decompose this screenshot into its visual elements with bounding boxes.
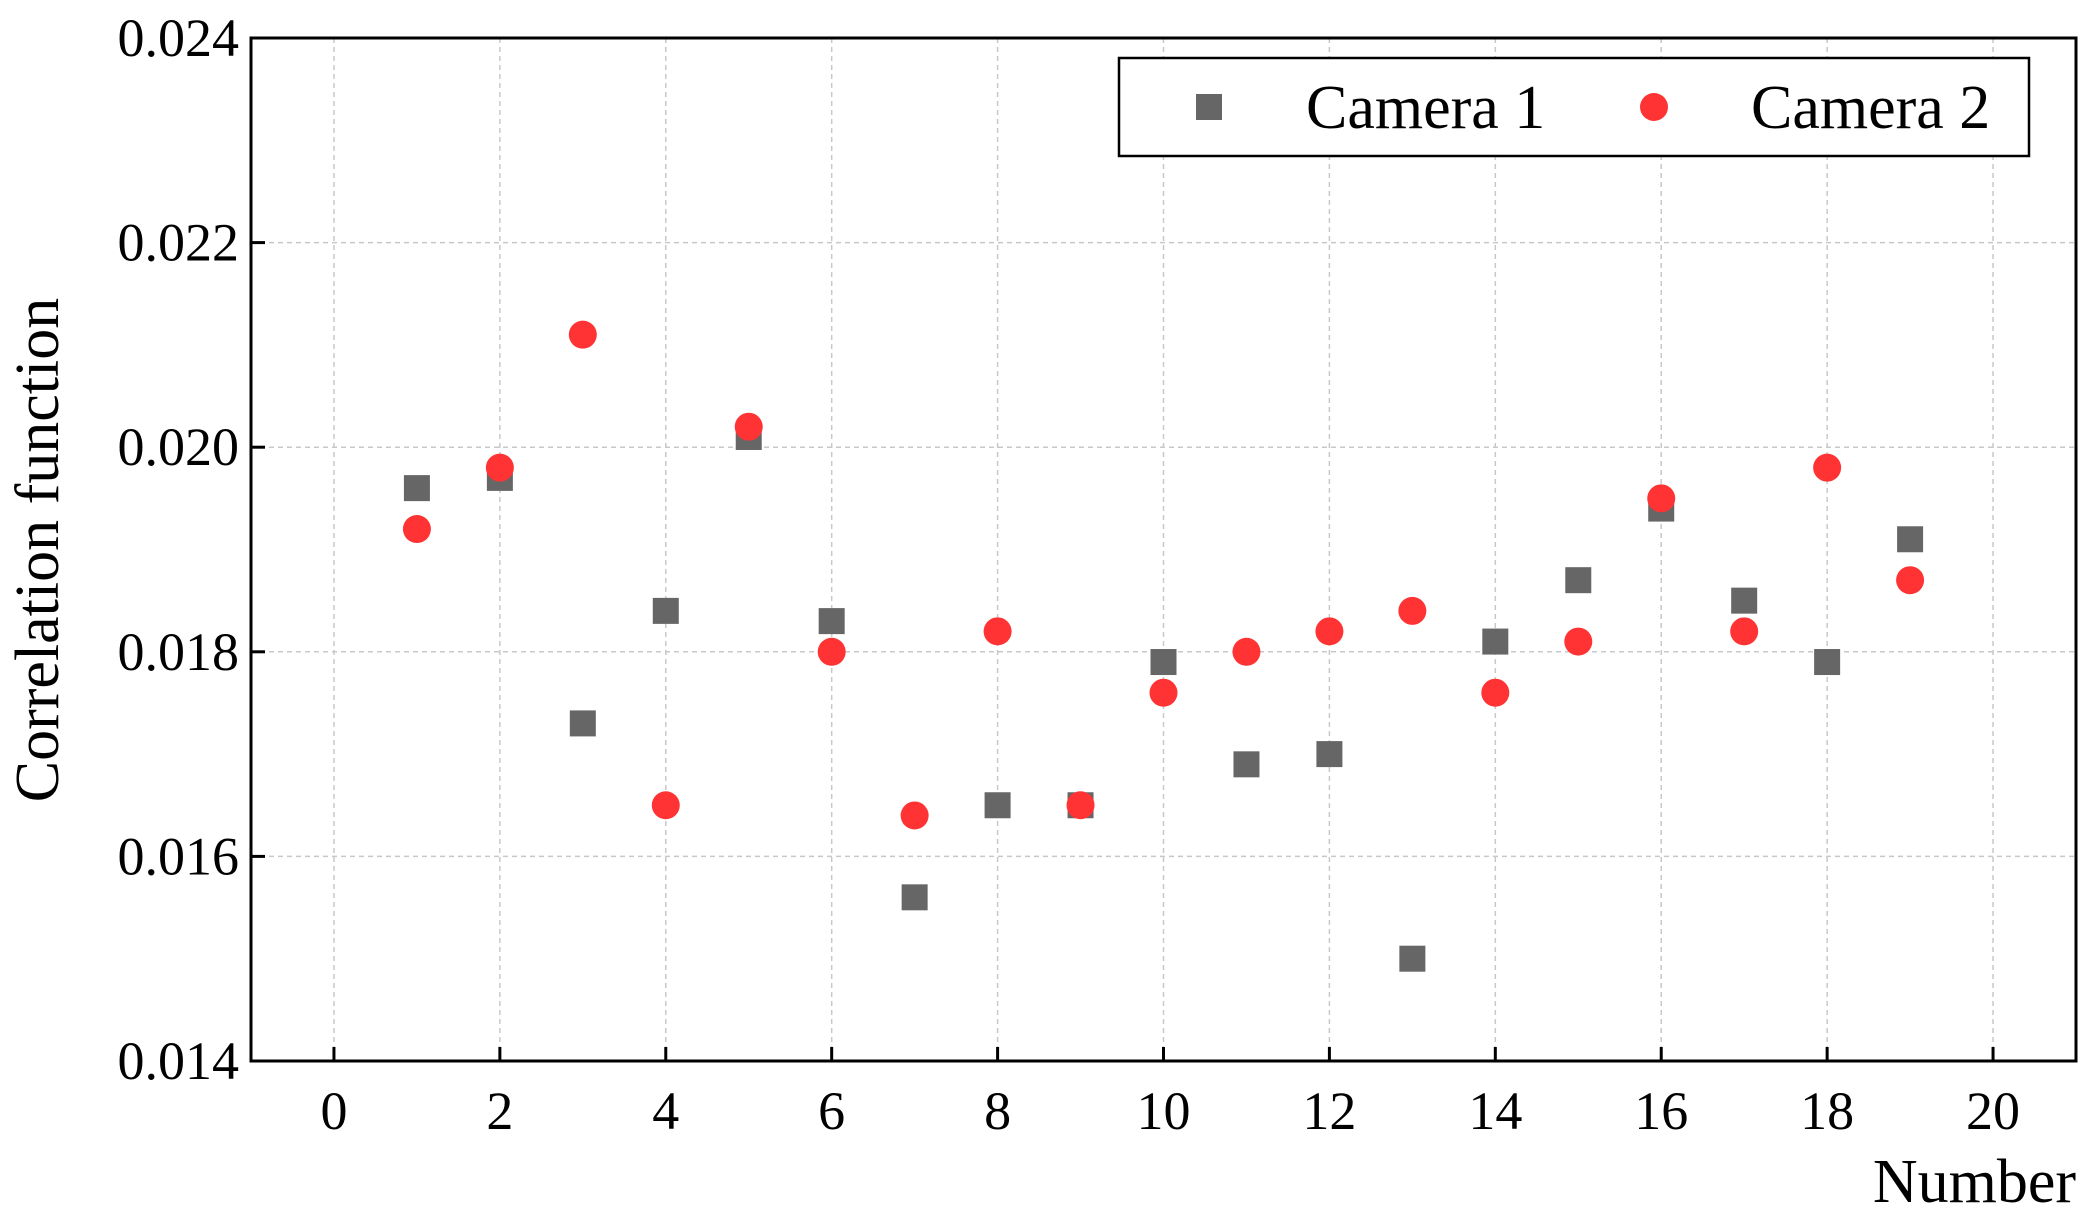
y-tick-label: 0.014 bbox=[118, 1031, 240, 1091]
x-tick-label: 18 bbox=[1800, 1081, 1854, 1141]
marker-circle bbox=[568, 320, 597, 349]
marker-square bbox=[1233, 751, 1260, 778]
marker-circle bbox=[1640, 93, 1668, 121]
marker-square bbox=[818, 608, 845, 635]
marker-circle bbox=[402, 515, 431, 544]
y-tick-label: 0.022 bbox=[118, 213, 240, 273]
marker-circle bbox=[817, 637, 846, 666]
marker-square bbox=[1482, 628, 1509, 655]
marker-square bbox=[1814, 649, 1841, 676]
x-tick-label: 4 bbox=[652, 1081, 679, 1141]
marker-square bbox=[652, 597, 679, 624]
marker-circle bbox=[1066, 791, 1095, 820]
marker-square bbox=[403, 475, 430, 502]
marker-square bbox=[1565, 567, 1592, 594]
y-tick-label: 0.018 bbox=[118, 622, 240, 682]
x-tick-label: 20 bbox=[1966, 1081, 2020, 1141]
legend-label: Camera 1 bbox=[1306, 74, 1545, 142]
legend-label: Camera 2 bbox=[1751, 74, 1990, 142]
x-tick-label: 8 bbox=[984, 1081, 1011, 1141]
x-axis-title: Number bbox=[1873, 1148, 2077, 1216]
marker-circle bbox=[1232, 637, 1261, 666]
marker-circle bbox=[651, 791, 680, 820]
x-tick-label: 0 bbox=[320, 1081, 347, 1141]
marker-square bbox=[569, 710, 596, 737]
marker-square bbox=[1731, 587, 1758, 614]
marker-circle bbox=[734, 412, 763, 441]
marker-circle bbox=[1730, 617, 1759, 646]
y-tick-label: 0.024 bbox=[118, 8, 240, 68]
marker-square bbox=[1196, 94, 1222, 120]
marker-circle bbox=[1315, 617, 1344, 646]
y-axis-title: Correlation function bbox=[4, 298, 72, 802]
marker-circle bbox=[1896, 566, 1925, 595]
marker-circle bbox=[983, 617, 1012, 646]
y-tick-label: 0.016 bbox=[118, 826, 240, 886]
marker-circle bbox=[1481, 678, 1510, 707]
x-tick-label: 14 bbox=[1468, 1081, 1522, 1141]
marker-square bbox=[984, 792, 1011, 819]
plot-frame bbox=[249, 36, 2078, 1063]
marker-circle bbox=[1398, 596, 1427, 625]
marker-circle bbox=[1149, 678, 1178, 707]
marker-circle bbox=[485, 453, 514, 482]
marker-square bbox=[1150, 649, 1177, 676]
x-tick-label: 10 bbox=[1137, 1081, 1191, 1141]
x-tick-label: 12 bbox=[1302, 1081, 1356, 1141]
marker-square bbox=[1399, 945, 1426, 972]
x-tick-label: 16 bbox=[1634, 1081, 1688, 1141]
marker-circle bbox=[1813, 453, 1842, 482]
marker-circle bbox=[1647, 484, 1676, 513]
marker-circle bbox=[900, 801, 929, 830]
marker-square bbox=[901, 884, 928, 911]
x-tick-label: 6 bbox=[818, 1081, 845, 1141]
y-tick-label: 0.020 bbox=[118, 417, 240, 477]
marker-circle bbox=[1564, 627, 1593, 656]
x-tick-label: 2 bbox=[486, 1081, 513, 1141]
legend-box bbox=[1117, 56, 2031, 158]
marker-square bbox=[1897, 526, 1924, 553]
marker-square bbox=[1316, 741, 1343, 768]
